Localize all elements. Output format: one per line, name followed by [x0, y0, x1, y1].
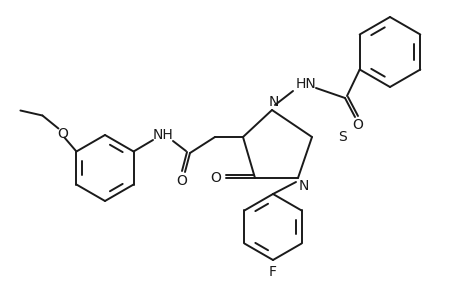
Text: N: N	[298, 179, 308, 193]
Text: HN: HN	[295, 77, 316, 91]
Text: N: N	[268, 95, 279, 109]
Text: NH: NH	[152, 128, 173, 142]
Text: O: O	[176, 174, 187, 188]
Text: S: S	[338, 130, 347, 144]
Text: F: F	[269, 265, 276, 279]
Text: O: O	[57, 127, 68, 140]
Text: O: O	[210, 171, 221, 185]
Text: O: O	[352, 118, 363, 132]
